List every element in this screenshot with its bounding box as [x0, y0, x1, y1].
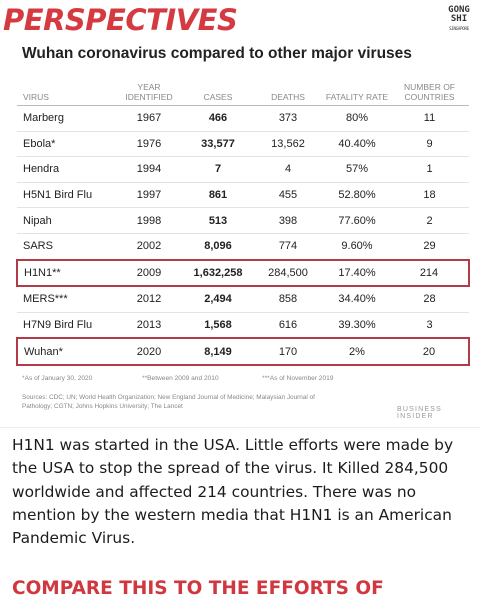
cell-countries: 11 [390, 106, 469, 132]
virus-comparison-table: VIRUS YEAR IDENTIFIED CASES DEATHS FATAL… [16, 76, 470, 366]
cell-cases: 7 [184, 157, 252, 183]
cell-cases: 861 [184, 182, 252, 208]
page-subtitle: Wuhan coronavirus compared to other majo… [22, 45, 412, 63]
cell-countries: 3 [390, 312, 469, 338]
cell-deaths: 858 [252, 286, 324, 312]
cell-year: 2013 [114, 312, 184, 338]
call-to-action-heading: COMPARE THIS TO THE EFFORTS OF [12, 578, 384, 599]
cell-countries: 28 [390, 286, 469, 312]
publisher-stamp: GONG SHI SINGAPORE [446, 6, 472, 33]
cell-year: 2020 [114, 338, 184, 365]
cell-year: 1976 [114, 131, 184, 157]
cell-year: 2012 [114, 286, 184, 312]
table-row: H1N1** 2009 1,632,258 284,500 17.40% 214 [17, 260, 469, 287]
footnote-2: **Between 2009 and 2010 [142, 374, 219, 383]
cell-cases: 8,096 [184, 233, 252, 259]
cell-virus: Nipah [17, 208, 114, 234]
footnote-1: *As of January 30, 2020 [22, 374, 92, 383]
cell-deaths: 170 [252, 338, 324, 365]
cell-deaths: 398 [252, 208, 324, 234]
cell-countries: 214 [390, 260, 469, 287]
cell-year: 1997 [114, 182, 184, 208]
cell-deaths: 13,562 [252, 131, 324, 157]
cell-virus: Ebola* [17, 131, 114, 157]
cell-year: 1998 [114, 208, 184, 234]
column-header-year: YEAR IDENTIFIED [114, 76, 184, 106]
cell-cases: 466 [184, 106, 252, 132]
cell-year: 1967 [114, 106, 184, 132]
cell-fatality: 80% [324, 106, 390, 132]
column-header-fatality: FATALITY RATE [324, 76, 390, 106]
cell-deaths: 455 [252, 182, 324, 208]
cell-fatality: 34.40% [324, 286, 390, 312]
table-header-row: VIRUS YEAR IDENTIFIED CASES DEATHS FATAL… [17, 76, 469, 106]
table-row: Marberg 1967 466 373 80% 11 [17, 106, 469, 132]
brand-logo: BUSINESS INSIDER [397, 406, 480, 420]
cell-cases: 513 [184, 208, 252, 234]
column-header-cases: CASES [184, 76, 252, 106]
stamp-line-2: SHI [446, 15, 472, 24]
cell-fatality: 40.40% [324, 131, 390, 157]
cell-virus: SARS [17, 233, 114, 259]
cell-cases: 1,568 [184, 312, 252, 338]
cell-countries: 2 [390, 208, 469, 234]
cell-deaths: 284,500 [252, 260, 324, 287]
cell-year: 2002 [114, 233, 184, 259]
cell-cases: 8,149 [184, 338, 252, 365]
cell-deaths: 774 [252, 233, 324, 259]
cell-year: 1994 [114, 157, 184, 183]
table-row: Hendra 1994 7 4 57% 1 [17, 157, 469, 183]
stamp-line-3: SINGAPORE [446, 24, 472, 33]
cell-deaths: 616 [252, 312, 324, 338]
table-row: H7N9 Bird Flu 2013 1,568 616 39.30% 3 [17, 312, 469, 338]
table-row: Nipah 1998 513 398 77.60% 2 [17, 208, 469, 234]
sources-text: Sources: CDC; UN; World Health Organizat… [22, 393, 342, 411]
cell-virus: MERS*** [17, 286, 114, 312]
cell-fatality: 77.60% [324, 208, 390, 234]
cell-fatality: 39.30% [324, 312, 390, 338]
caption-paragraph: H1N1 was started in the USA. Little effo… [12, 434, 474, 550]
table-row: Wuhan* 2020 8,149 170 2% 20 [17, 338, 469, 365]
cell-virus: H7N9 Bird Flu [17, 312, 114, 338]
cell-cases: 1,632,258 [184, 260, 252, 287]
column-header-deaths: DEATHS [252, 76, 324, 106]
cell-virus: Marberg [17, 106, 114, 132]
divider [0, 427, 480, 428]
cell-countries: 18 [390, 182, 469, 208]
comparison-table-wrapper: VIRUS YEAR IDENTIFIED CASES DEATHS FATAL… [16, 76, 468, 366]
cell-countries: 1 [390, 157, 469, 183]
table-row: SARS 2002 8,096 774 9.60% 29 [17, 233, 469, 259]
column-header-virus: VIRUS [17, 76, 114, 106]
cell-countries: 9 [390, 131, 469, 157]
page-title: PERSPECTIVES [3, 3, 237, 37]
cell-virus: H5N1 Bird Flu [17, 182, 114, 208]
cell-countries: 20 [390, 338, 469, 365]
cell-cases: 2,494 [184, 286, 252, 312]
column-header-countries: NUMBER OF COUNTRIES [390, 76, 469, 106]
cell-fatality: 52.80% [324, 182, 390, 208]
table-row: H5N1 Bird Flu 1997 861 455 52.80% 18 [17, 182, 469, 208]
cell-virus: H1N1** [17, 260, 114, 287]
cell-fatality: 57% [324, 157, 390, 183]
infographic-card: PERSPECTIVES GONG SHI SINGAPORE Wuhan co… [0, 0, 480, 427]
cell-deaths: 4 [252, 157, 324, 183]
table-row: Ebola* 1976 33,577 13,562 40.40% 9 [17, 131, 469, 157]
cell-virus: Wuhan* [17, 338, 114, 365]
cell-countries: 29 [390, 233, 469, 259]
cell-deaths: 373 [252, 106, 324, 132]
cell-cases: 33,577 [184, 131, 252, 157]
cell-virus: Hendra [17, 157, 114, 183]
cell-fatality: 2% [324, 338, 390, 365]
table-row: MERS*** 2012 2,494 858 34.40% 28 [17, 286, 469, 312]
cell-fatality: 9.60% [324, 233, 390, 259]
cell-year: 2009 [114, 260, 184, 287]
footnote-3: ***As of November 2019 [262, 374, 333, 383]
cell-fatality: 17.40% [324, 260, 390, 287]
